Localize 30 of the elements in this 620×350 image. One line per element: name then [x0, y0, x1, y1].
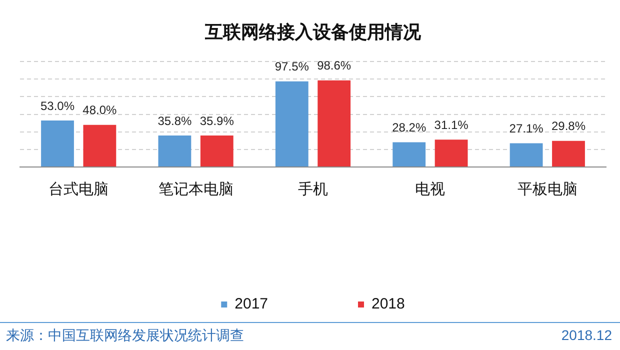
bar	[41, 120, 74, 166]
bar	[392, 142, 426, 166]
data-label: 48.0%	[82, 103, 118, 118]
x-tick-label: 手机	[298, 181, 328, 198]
x-tick-label: 笔记本电脑	[158, 181, 234, 198]
data-label: 28.2%	[392, 120, 426, 135]
source-note: 来源：中国互联网络发展状况统计调查	[6, 327, 244, 345]
data-label: 35.8%	[158, 114, 192, 128]
data-label: 97.5%	[274, 60, 310, 74]
x-tick-label: 平板电脑	[517, 181, 578, 198]
text: 2018.12	[561, 327, 612, 343]
x-tick-label: 电视	[415, 181, 446, 198]
data-label: 53.0%	[40, 98, 75, 113]
bar	[318, 80, 351, 166]
data-label: 29.8%	[551, 119, 586, 134]
bar	[83, 124, 116, 166]
bar	[552, 140, 585, 166]
chart-title: 互联网络接入设备使用情况	[204, 22, 422, 42]
data-label: 31.1%	[434, 118, 469, 132]
data-label: 98.6%	[317, 58, 352, 73]
bar	[434, 140, 468, 166]
data-label: 27.1%	[509, 122, 544, 136]
bar	[275, 81, 308, 166]
bar	[200, 135, 234, 166]
legend-label: 2018	[372, 296, 405, 313]
data-label: 35.9%	[200, 114, 234, 128]
x-tick-label: 台式电脑	[48, 181, 109, 198]
bar	[510, 143, 543, 166]
bar	[158, 136, 192, 166]
legend-label: 2017	[234, 296, 268, 313]
